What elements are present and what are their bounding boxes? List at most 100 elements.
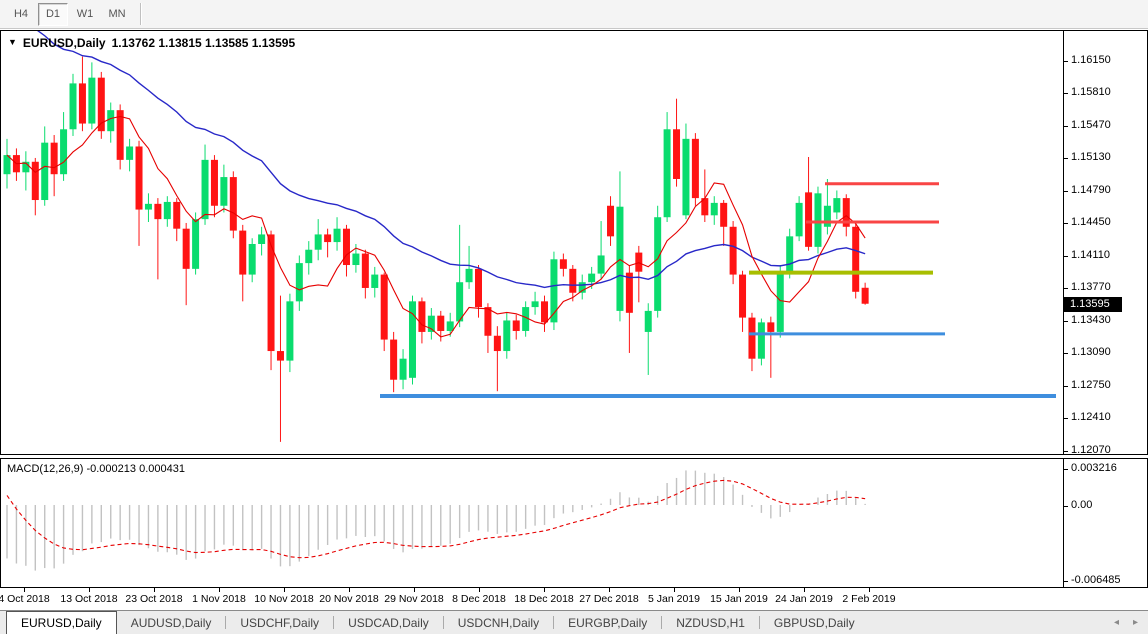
bear-candle (267, 234, 275, 352)
bear-candle (559, 259, 567, 269)
price-axis-tick (1064, 190, 1068, 192)
date-axis-label: 29 Nov 2018 (384, 593, 444, 605)
date-axis-tick (609, 588, 610, 592)
tab-nzdusd-h1[interactable]: NZDUSD,H1 (676, 615, 745, 630)
bull-candle (286, 301, 294, 361)
timeframe-buttons: H4 D1 W1 MN (6, 2, 134, 26)
macd-panel: MACD(12,26,9) -0.000213 0.000431 0.00321… (0, 458, 1148, 588)
bear-candle (767, 322, 775, 332)
price-axis-tick (1064, 125, 1068, 127)
bear-candle (324, 234, 332, 243)
price-axis-label: 1.15470 (1071, 118, 1111, 131)
bull-candle (220, 177, 228, 206)
tab-audusd-daily[interactable]: AUDUSD,Daily (130, 615, 212, 630)
date-axis-label: 24 Jan 2019 (775, 593, 833, 605)
bear-candle (625, 272, 633, 313)
tab-eurgbp-daily[interactable]: EURGBP,Daily (568, 615, 648, 630)
price-chart-panel: ▼ EURUSD,Daily 1.13762 1.13815 1.13585 1… (0, 30, 1148, 456)
bull-candle (60, 129, 68, 175)
bull-candle (305, 249, 313, 264)
price-axis-label: 1.12750 (1071, 378, 1111, 391)
date-axis[interactable]: 4 Oct 2018 13 Oct 2018 23 Oct 2018 1 Nov 20… (0, 588, 1148, 610)
bear-candle (173, 201, 181, 229)
price-axis-label: 1.15810 (1071, 86, 1111, 98)
date-axis-label: 5 Jan 2019 (648, 593, 700, 605)
tab-separator (661, 616, 663, 629)
bull-candle (408, 301, 416, 378)
candlestick-chart (3, 31, 1056, 442)
current-price-badge: 1.13595 (1064, 296, 1122, 312)
bull-candle (588, 273, 596, 283)
bull-candle (371, 274, 379, 288)
timeframe-button-d1[interactable]: D1 (38, 2, 68, 26)
price-plot-area[interactable] (1, 31, 1064, 454)
bull-candle (258, 234, 266, 244)
price-axis-tick (1064, 93, 1068, 94)
bull-candle (69, 83, 77, 130)
date-axis-tick (219, 588, 220, 592)
bull-candle (786, 236, 794, 273)
bear-candle (135, 146, 143, 210)
bull-candle (22, 161, 30, 173)
bull-candle (399, 358, 407, 380)
tab-separator (553, 616, 555, 629)
date-axis-tick (739, 588, 740, 592)
date-axis-tick (154, 588, 155, 592)
price-axis-tick (1064, 60, 1068, 62)
bull-candle (654, 217, 662, 311)
macd-plot-area[interactable] (1, 459, 1064, 587)
ma-slow-line (37, 31, 866, 289)
bear-candle (437, 315, 445, 331)
tab-usdcnh-daily[interactable]: USDCNH,Daily (457, 615, 540, 630)
date-axis-tick (349, 588, 350, 592)
tab-scroll-left-icon[interactable]: ◂ (1113, 617, 1119, 628)
bull-candle (456, 282, 464, 322)
date-axis-tick (674, 588, 675, 592)
bull-candle (427, 315, 435, 332)
price-axis-label: 1.13090 (1071, 346, 1111, 358)
timeframe-button-h4[interactable]: H4 (13, 8, 29, 20)
bull-candle (248, 243, 256, 275)
bear-candle (673, 129, 681, 179)
bull-candle (682, 138, 690, 216)
price-axis-tick (1064, 320, 1068, 322)
bull-candle (107, 110, 115, 132)
bull-candle (41, 142, 49, 201)
bear-candle (842, 198, 850, 227)
bull-candle (833, 198, 841, 213)
bear-candle (361, 253, 369, 288)
timeframe-button-w1[interactable]: W1 (76, 8, 94, 20)
price-axis-tick (1064, 353, 1068, 354)
bear-candle (541, 301, 549, 323)
timeframe-button-mn[interactable]: MN (108, 8, 126, 20)
date-axis-tick (284, 588, 285, 592)
date-axis-label: 23 Oct 2018 (125, 593, 183, 605)
macd-axis-label: 0.00 (1071, 499, 1093, 511)
price-axis-tick (1064, 288, 1068, 289)
tab-eurusd-daily[interactable]: EURUSD,Daily (6, 611, 117, 634)
price-axis-tick (1064, 255, 1068, 257)
chart-symbol-label: EURUSD,Daily (22, 36, 106, 50)
bear-candle (739, 274, 747, 318)
bull-candle (314, 234, 322, 250)
tab-separator (225, 616, 227, 629)
bear-candle (805, 192, 813, 247)
tab-usdchf-daily[interactable]: USDCHF,Daily (240, 615, 320, 630)
tab-usdcad-daily[interactable]: USDCAD,Daily (348, 615, 429, 630)
tab-gbpusd-daily[interactable]: GBPUSD,Daily (773, 615, 855, 630)
bull-candle (144, 203, 152, 210)
bear-candle (861, 287, 869, 304)
tab-scroll-arrows: ◂ ▸ (1114, 611, 1148, 634)
bull-candle (663, 129, 671, 218)
price-axis-tick (1064, 418, 1068, 419)
bull-candle (295, 263, 303, 302)
date-axis-label: 27 Dec 2018 (579, 593, 639, 605)
bear-candle (748, 317, 756, 359)
tab-scroll-right-icon[interactable]: ▸ (1132, 617, 1138, 628)
price-axis-tick (1064, 450, 1068, 452)
price-axis-label: 1.13430 (1071, 313, 1111, 326)
date-axis-label: 15 Jan 2019 (710, 593, 768, 605)
bear-candle (210, 159, 218, 206)
date-axis-label: 1 Nov 2018 (192, 593, 246, 605)
chevron-down-icon[interactable]: ▼ (8, 37, 17, 47)
